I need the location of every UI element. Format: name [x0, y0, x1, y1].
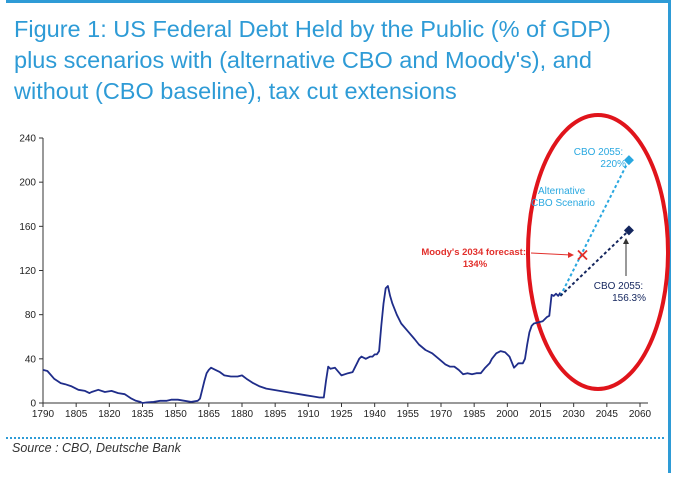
annotation-moodys-line-2: 134%: [463, 259, 488, 270]
highlight-ellipse: [526, 113, 670, 391]
x-tick-label-1805: 1805: [65, 409, 88, 420]
marker-baseline-2055: [623, 225, 634, 236]
y-tick-label-160: 160: [19, 222, 36, 233]
title-line-1: Figure 1: US Federal Debt Held by the Pu…: [14, 16, 611, 42]
marker-group: [577, 155, 634, 261]
x-tick-label-1790: 1790: [32, 409, 55, 420]
annotation-alternative-line-1: Alternative: [538, 186, 586, 197]
x-tick-label-1925: 1925: [330, 409, 353, 420]
x-tick-label-1835: 1835: [131, 409, 154, 420]
x-tick-label-1850: 1850: [165, 409, 188, 420]
x-tick-label-1820: 1820: [98, 409, 121, 420]
x-tick-label-1895: 1895: [264, 409, 287, 420]
annotation-cbo-2055-baseline-line-1: CBO 2055:: [594, 281, 643, 292]
series-line-baseline: [559, 229, 630, 297]
y-axis-ticks: 0 40 80 120 160 200 240: [19, 134, 43, 410]
annotation-cbo-2055-baseline-line-2: 156.3%: [612, 293, 646, 304]
moodys-arrow: [530, 252, 572, 256]
source-note: Source : CBO, Deutsche Bank: [12, 441, 181, 455]
marker-moodys-2034-stroke-b: [577, 249, 588, 261]
x-tick-label-1940: 1940: [364, 409, 387, 420]
annotation-moodys: Moody's 2034 forecast: 134%: [421, 247, 528, 270]
annotation-cbo-2055-baseline: CBO 2055: 156.3%: [594, 281, 646, 304]
x-tick-label-1955: 1955: [397, 409, 420, 420]
annotation-cbo-2055-high-line-2: 220%: [600, 159, 626, 170]
annotation-moodys-line-1: Moody's 2034 forecast:: [421, 247, 526, 258]
x-tick-label-2030: 2030: [563, 409, 586, 420]
x-tick-label-2000: 2000: [496, 409, 519, 420]
y-tick-label-240: 240: [19, 134, 36, 145]
x-axis-ticks: 1790 1805 1820 1835 1850 1865 1880 1895 1910 1925…: [32, 403, 652, 420]
source-divider: [6, 437, 664, 439]
x-tick-label-1910: 1910: [297, 409, 320, 420]
baseline-pointer-arrowhead: [623, 238, 629, 244]
y-tick-label-120: 120: [19, 266, 36, 277]
moodys-arrowhead: [568, 252, 574, 258]
series-line-alternative: [559, 159, 630, 297]
x-tick-label-2060: 2060: [629, 409, 652, 420]
x-tick-label-1985: 1985: [463, 409, 486, 420]
annotation-alternative-scenario: Alternative CBO Scenario: [531, 186, 595, 209]
x-tick-label-2015: 2015: [529, 409, 552, 420]
series-group: [42, 159, 630, 404]
annotation-cbo-2055-high-line-1: CBO 2055:: [574, 147, 623, 158]
y-tick-label-200: 200: [19, 178, 36, 189]
marker-alternative-2055: [623, 155, 634, 166]
y-tick-label-40: 40: [25, 354, 37, 365]
y-tick-label-0: 0: [30, 399, 36, 410]
x-tick-label-1970: 1970: [430, 409, 453, 420]
title-line-2: plus scenarios with (alternative CBO and…: [14, 47, 592, 73]
y-tick-label-80: 80: [25, 310, 37, 321]
annotation-cbo-2055-high: CBO 2055: 220%: [574, 147, 626, 170]
series-line-history: [42, 285, 562, 404]
title-line-3: without (CBO baseline), tax cut extensio…: [14, 78, 457, 104]
x-tick-label-2045: 2045: [596, 409, 619, 420]
x-tick-label-1880: 1880: [231, 409, 254, 420]
x-tick-label-1865: 1865: [198, 409, 221, 420]
annotation-alternative-line-2: CBO Scenario: [531, 198, 595, 209]
chart-title: Figure 1: US Federal Debt Held by the Pu…: [14, 14, 654, 107]
